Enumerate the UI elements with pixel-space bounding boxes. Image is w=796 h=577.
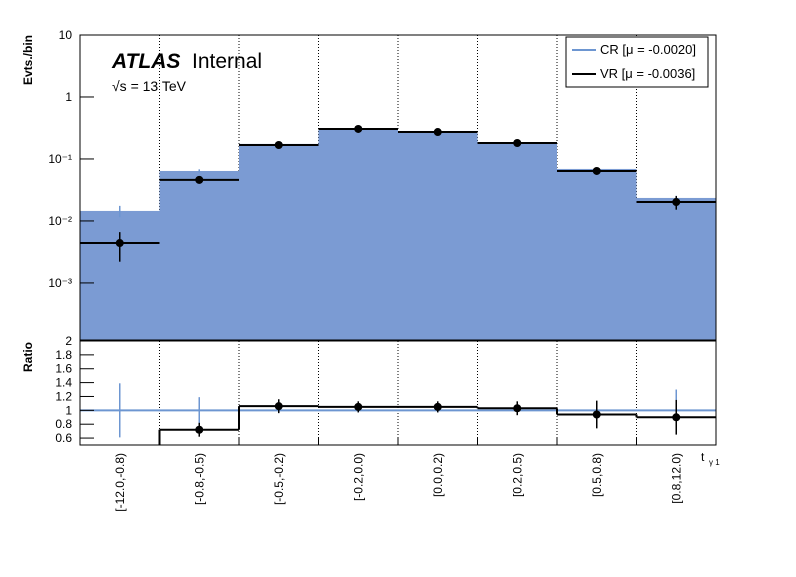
y-tick-label: 1.4 (55, 376, 72, 390)
bar (398, 130, 478, 340)
marker (433, 128, 442, 137)
legend-label: VR [μ = -0.0036] (600, 66, 695, 81)
y-tick-label: 10⁻¹ (48, 152, 72, 166)
y-tick-label: 1.6 (55, 362, 72, 376)
bar (318, 127, 398, 340)
y-tick-label: 1 (65, 403, 72, 417)
bar (80, 210, 160, 340)
marker (672, 413, 681, 422)
y-tick-label: 10⁻³ (48, 276, 72, 290)
marker (274, 140, 283, 149)
bar (557, 168, 637, 340)
main-panel (80, 35, 716, 340)
bar (477, 142, 557, 340)
marker (592, 410, 601, 419)
atlas-label: ATLAS (111, 50, 180, 73)
x-label: t (701, 450, 705, 464)
x-tick-label: [0.0,0.2) (431, 453, 445, 497)
status-label: Internal (192, 50, 262, 73)
marker (274, 402, 283, 411)
bar (239, 143, 319, 340)
energy-label: √s = 13 TeV (112, 78, 187, 94)
y-tick-label: 10⁻² (48, 214, 72, 228)
legend-label: CR [μ = -0.0020] (600, 42, 696, 57)
marker (115, 239, 124, 248)
y-tick-label: 1.8 (55, 348, 72, 362)
marker (354, 124, 363, 133)
frame (79, 340, 717, 446)
x-tick-label: [-0.8,-0.5) (192, 453, 206, 505)
x-tick-label: [-0.5,-0.2) (272, 453, 286, 505)
marker (513, 138, 522, 147)
x-label-sub: γ 1 (709, 458, 720, 467)
x-tick-label: [-0.2,0.0) (351, 453, 365, 501)
marker (672, 198, 681, 207)
y-tick-label: 0.8 (55, 417, 72, 431)
marker (592, 166, 601, 175)
x-tick-label: [0.8,12.0) (669, 453, 683, 504)
legend-box (565, 36, 709, 88)
frame (79, 34, 717, 341)
y-tick-label: 10 (59, 28, 73, 42)
marker (513, 404, 522, 413)
ratio-panel (80, 341, 716, 445)
axes: 10110⁻¹10⁻²10⁻³0.60.811.21.41.61.82[-12.… (48, 28, 717, 512)
y-tick-label: 2 (65, 334, 72, 348)
y-tick-label: 1.2 (55, 389, 72, 403)
bar (636, 197, 716, 340)
x-tick-label: [-12.0,-0.8) (113, 453, 127, 512)
y-label: Ratio (21, 342, 35, 372)
marker (354, 402, 363, 411)
y-tick-label: 0.6 (55, 431, 72, 445)
y-label: Evts./bin (21, 35, 35, 85)
marker (433, 402, 442, 411)
x-tick-label: [0.5,0.8) (590, 453, 604, 497)
x-tick-label: [0.2,0.5) (510, 453, 524, 497)
marker (195, 175, 204, 184)
marker (195, 425, 204, 434)
bar (159, 170, 239, 340)
y-tick-label: 1 (65, 90, 72, 104)
